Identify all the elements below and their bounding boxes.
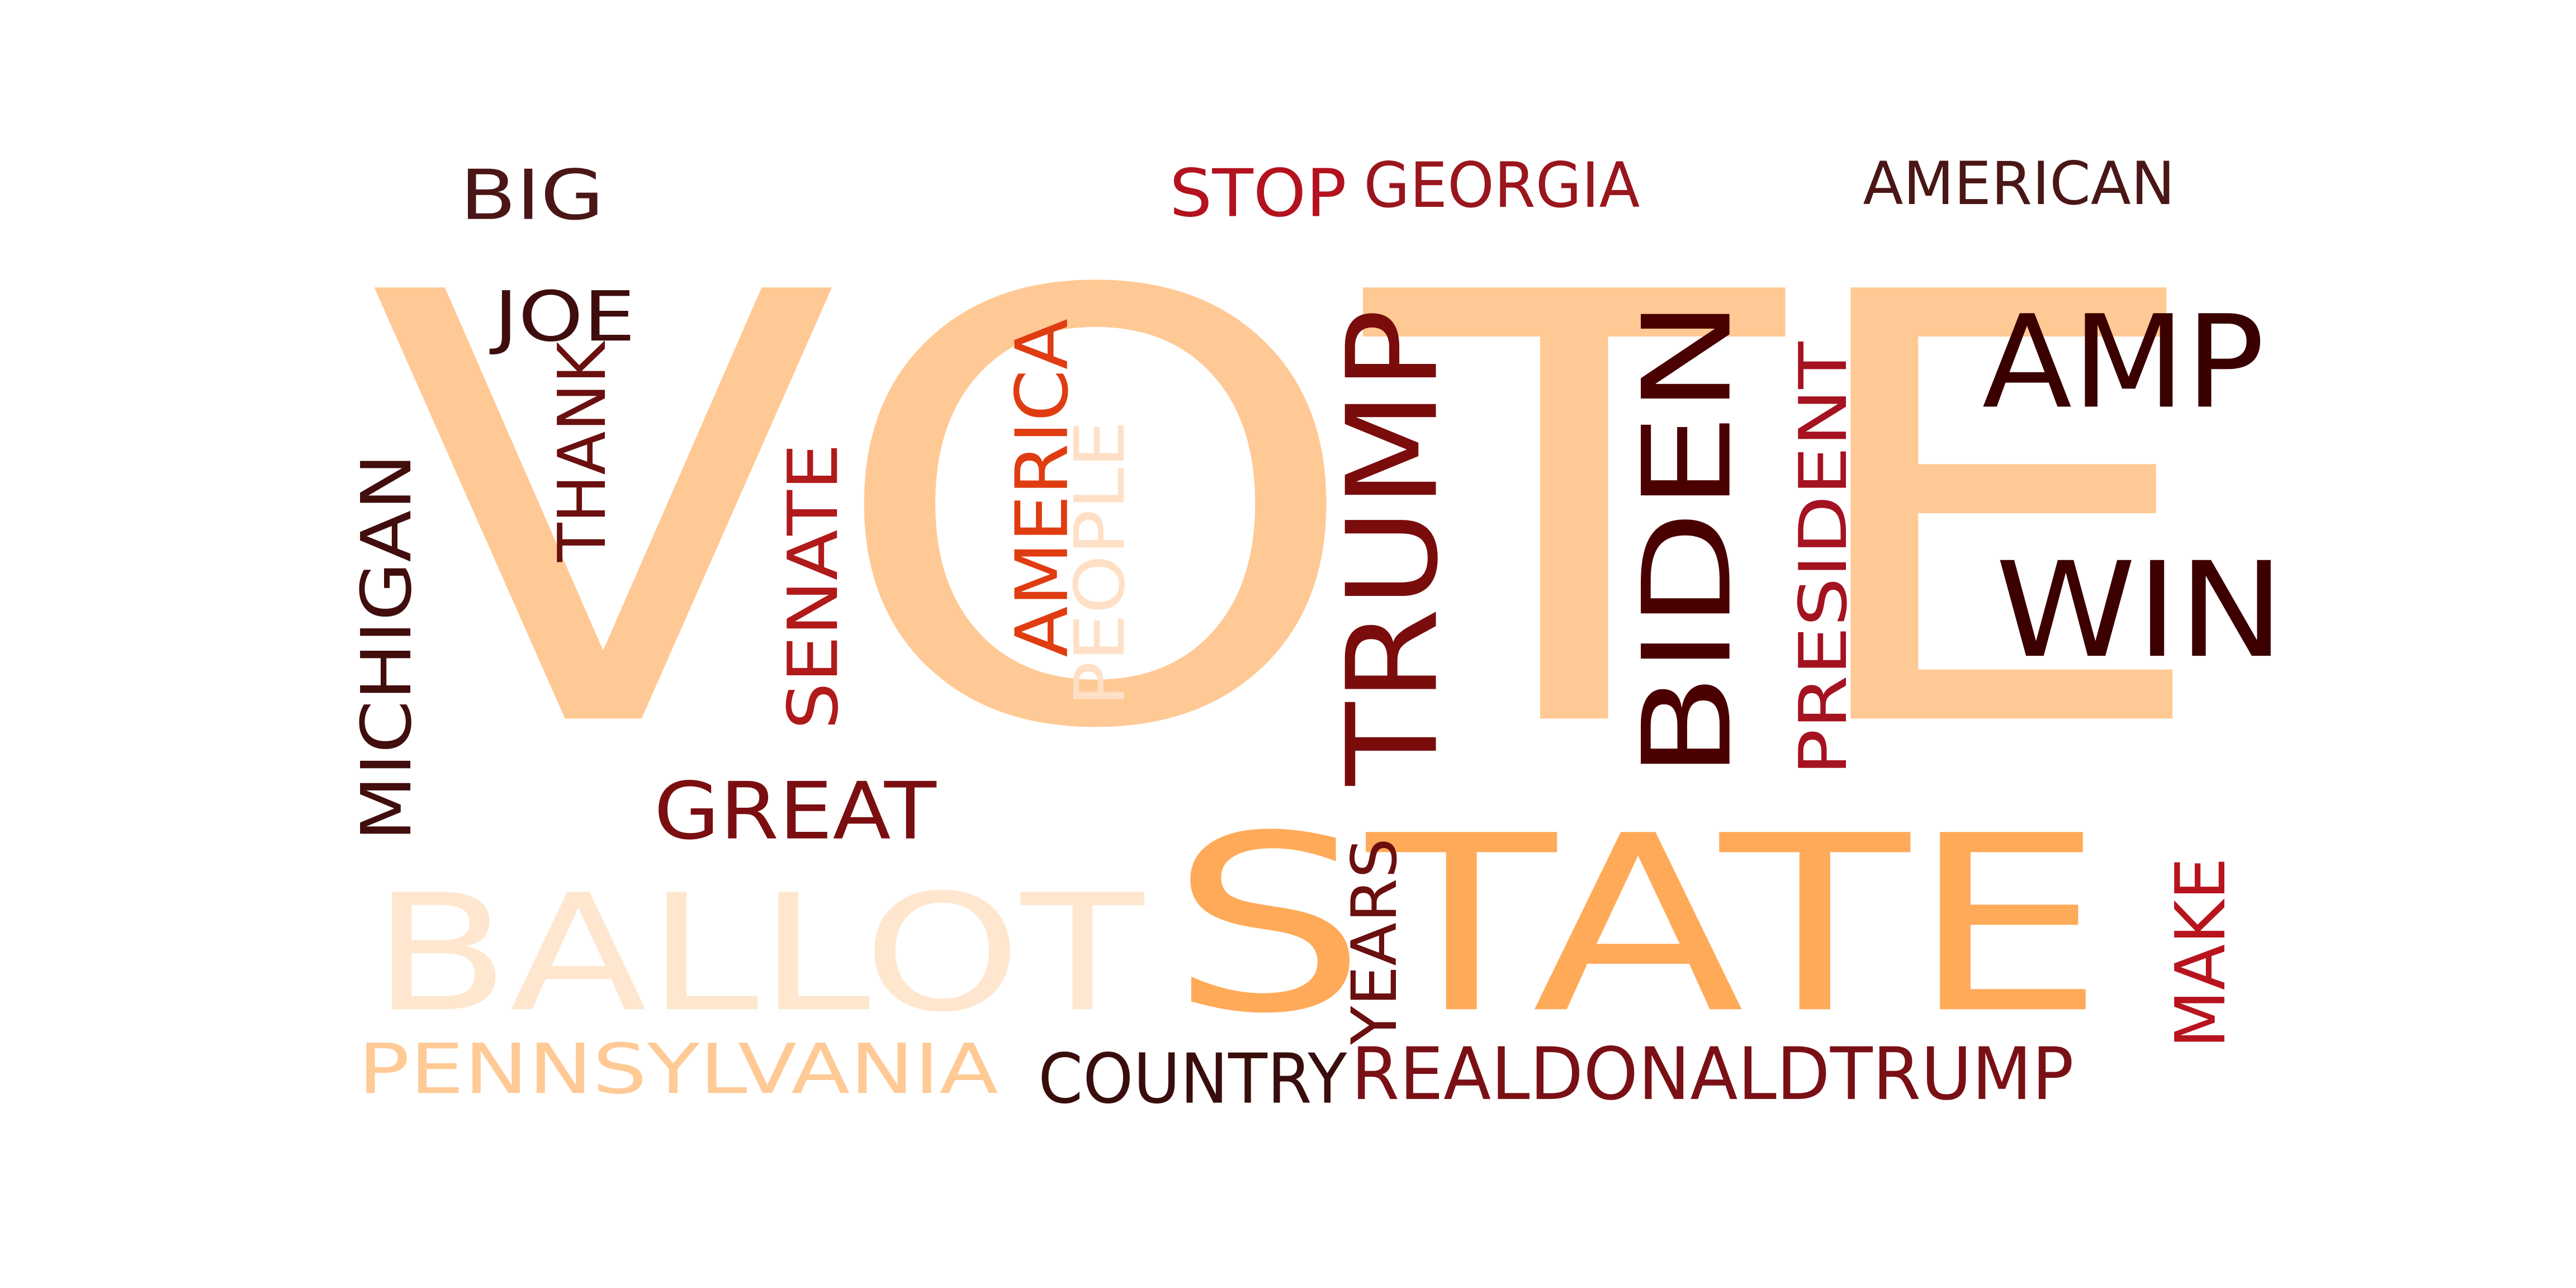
word-big: BIG [460, 154, 604, 236]
word-biden: BIDEN [1615, 299, 1758, 779]
word-realdonaldtrump: REALDONALDTRUMP [1350, 1031, 2073, 1116]
word-senate: SENATE [773, 443, 854, 730]
word-stop: STOP [1169, 155, 1347, 232]
word-joe: JOE [493, 276, 635, 357]
word-georgia: GEORGIA [1363, 149, 1640, 222]
word-thank: THANK [543, 342, 620, 562]
word-people: PEOPLE [1058, 420, 1140, 707]
word-michigan: MICHIGAN [345, 453, 427, 841]
word-win: WIN [1994, 533, 2284, 688]
word-pennsylvania: PENNSYLVANIA [358, 1029, 998, 1110]
word-years: YEARS [1338, 837, 1411, 1045]
word-trump: TRUMP [1319, 309, 1466, 786]
word-american: AMERICAN [1863, 149, 2175, 219]
word-president: PRESIDENT [1784, 342, 1862, 776]
word-great: GREAT [654, 765, 936, 858]
word-ballot: BALLOT [371, 859, 1143, 1048]
word-state: STATE [1169, 783, 2106, 1068]
word-vote: VOTE [368, 168, 2217, 861]
word-country: COUNTRY [1038, 1038, 1347, 1120]
word-make: MAKE [2159, 857, 2241, 1049]
word-amp: AMP [1981, 287, 2264, 438]
